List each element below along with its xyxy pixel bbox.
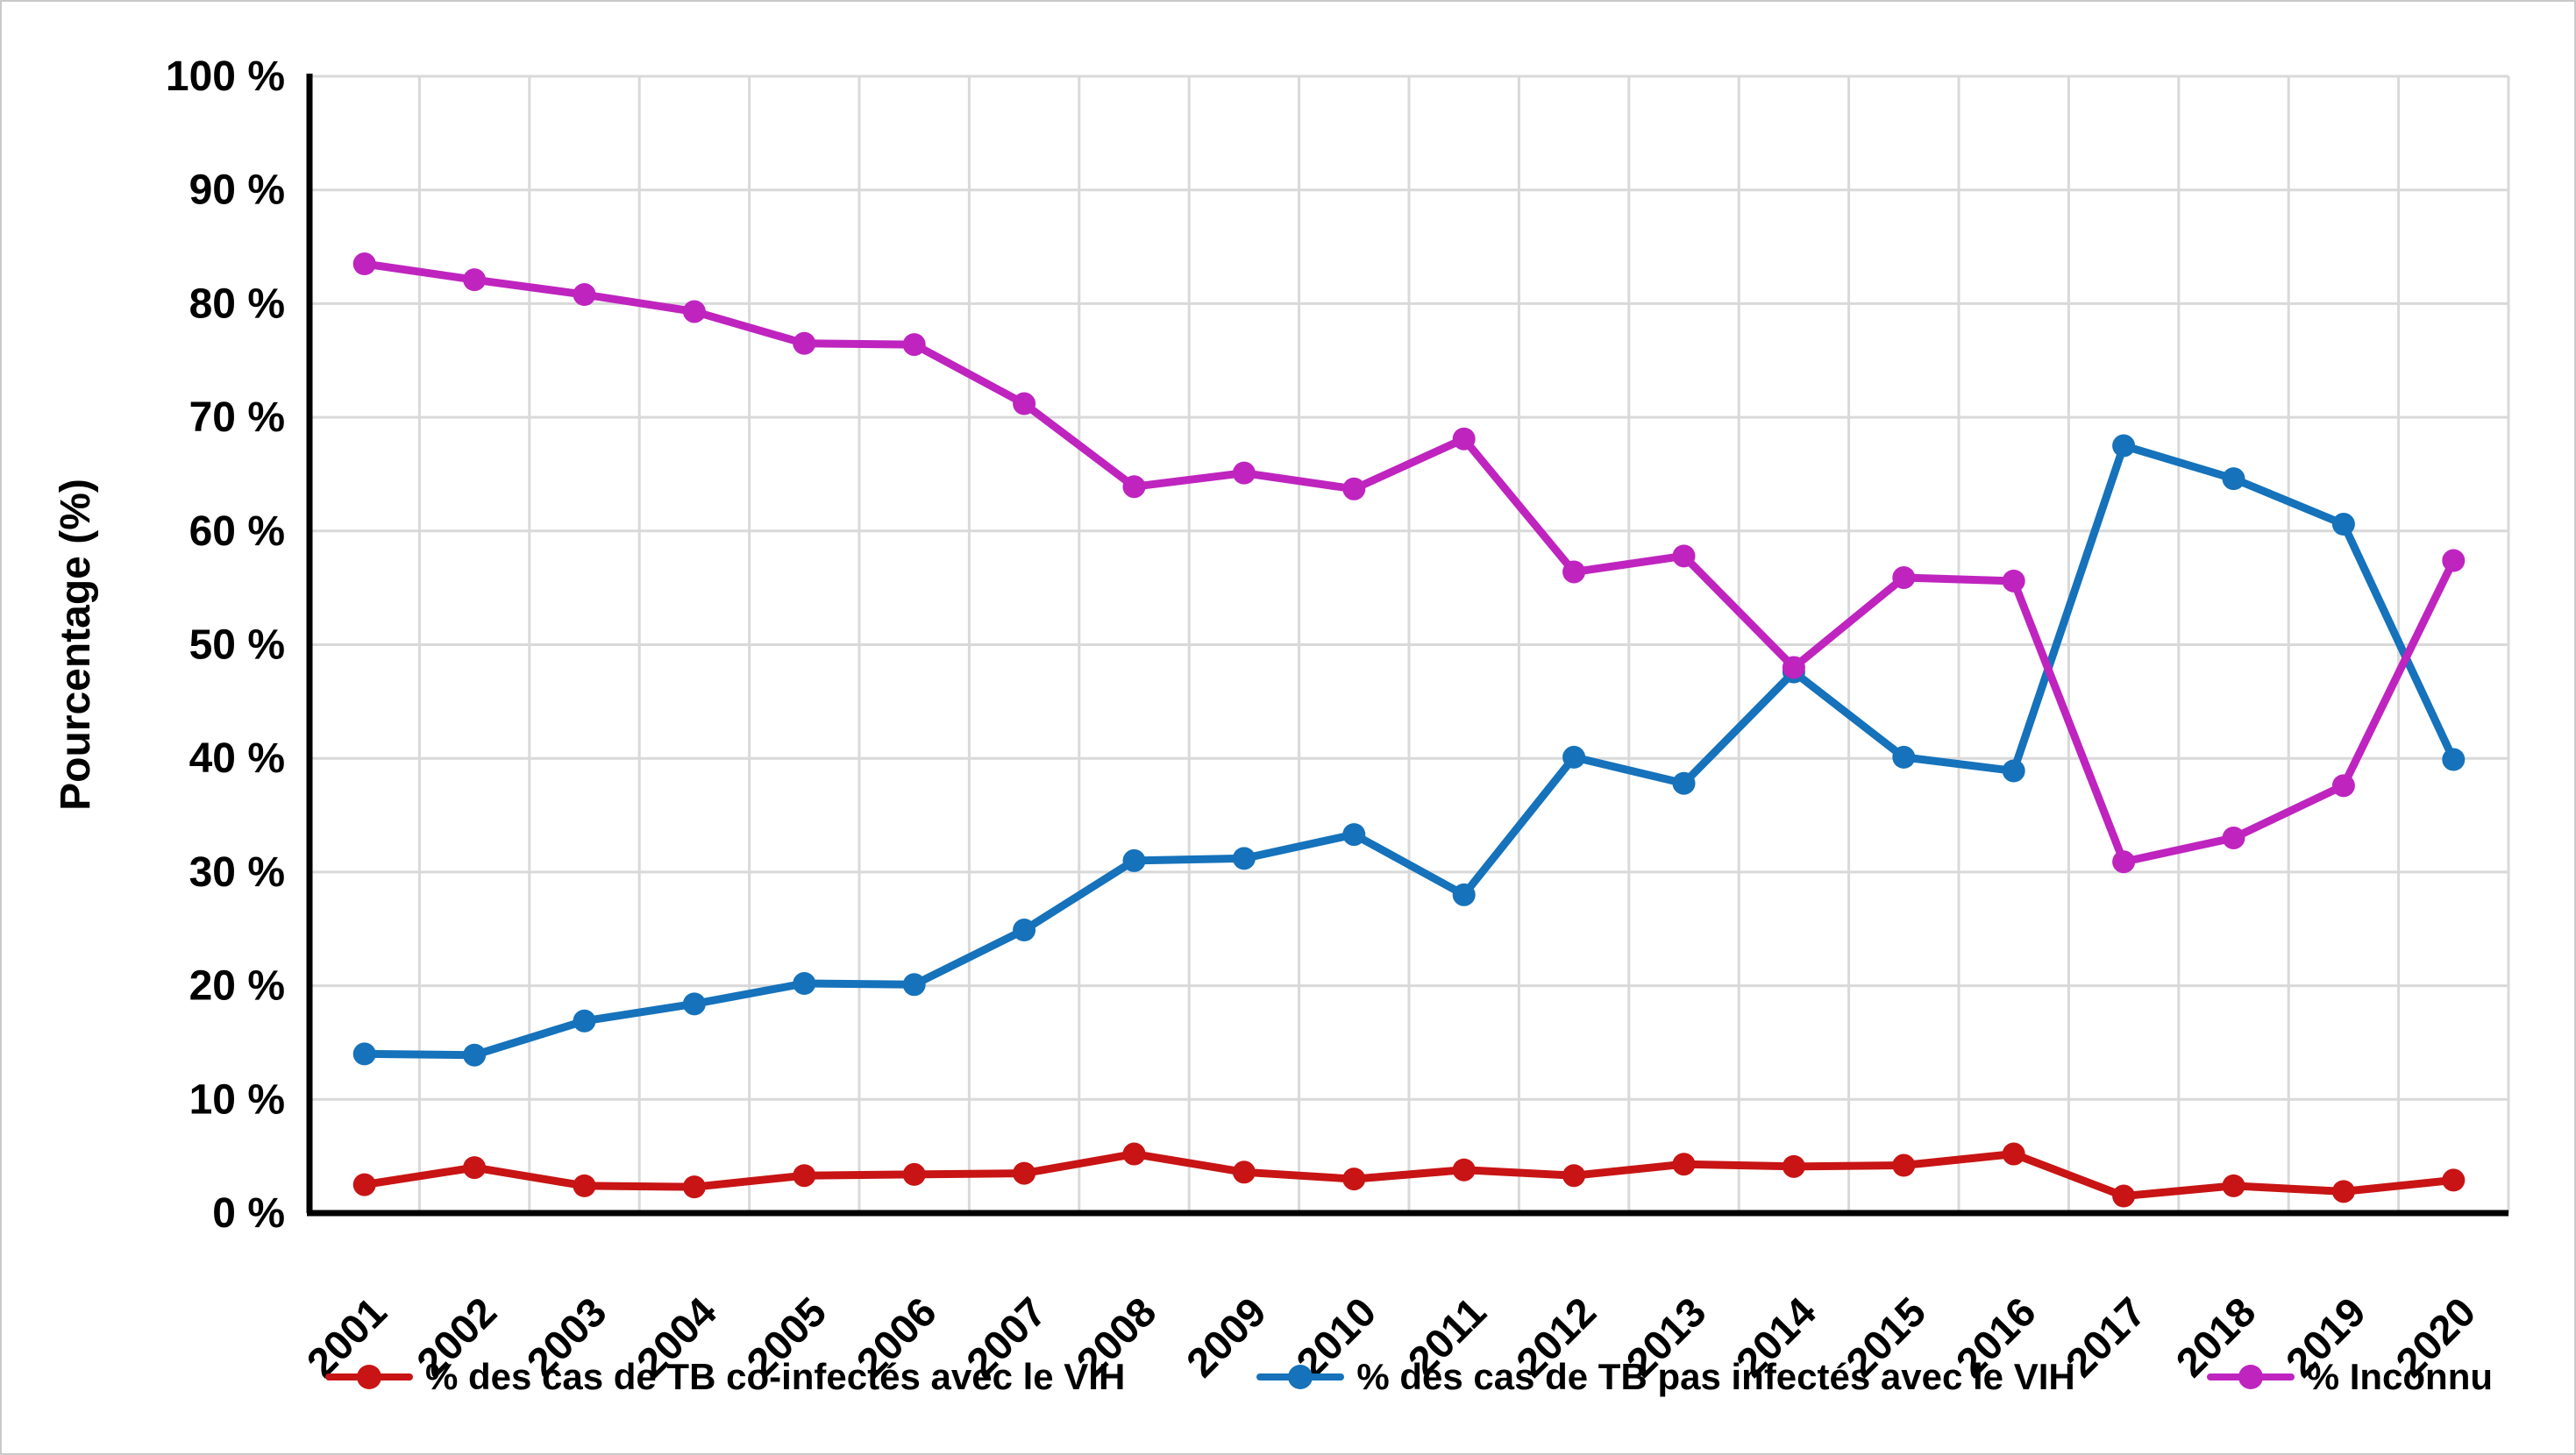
data-point-tb-co-infectes-vih-2014: [1782, 1154, 1805, 1178]
y-tick-label: 10 %: [189, 1076, 285, 1123]
data-point-inconnu-2014: [1782, 656, 1805, 679]
legend-label: % Inconnu: [2306, 1356, 2494, 1397]
data-point-inconnu-2018: [2222, 826, 2245, 849]
data-point-tb-pas-infectes-vih-2008: [1122, 848, 1146, 872]
data-point-inconnu-2001: [352, 252, 376, 276]
data-point-inconnu-2006: [902, 333, 926, 357]
data-point-tb-pas-infectes-vih-2003: [573, 1009, 596, 1033]
data-point-tb-co-infectes-vih-2004: [682, 1175, 706, 1199]
series-line-tb-co-infectes-vih: [360, 1150, 2458, 1201]
data-point-tb-pas-infectes-vih-2020: [2442, 748, 2466, 771]
data-point-inconnu-2013: [1672, 544, 1696, 568]
legend: % des cas de TB co-infectés avec le VIH%…: [310, 1359, 2508, 1395]
y-tick-label: 0 %: [212, 1190, 285, 1237]
data-point-inconnu-2015: [1892, 565, 1916, 589]
data-point-tb-co-infectes-vih-2016: [2002, 1142, 2025, 1166]
data-point-tb-pas-infectes-vih-2013: [1672, 771, 1696, 795]
data-point-tb-co-infectes-vih-2002: [463, 1156, 487, 1180]
data-point-inconnu-2009: [1232, 461, 1256, 485]
legend-marker-icon: [324, 1364, 413, 1390]
data-point-tb-co-infectes-vih-2015: [1892, 1153, 1916, 1177]
legend-label: % des cas de TB pas infectés avec le VIH: [1356, 1356, 2075, 1397]
data-point-inconnu-2008: [1122, 475, 1146, 499]
data-point-tb-co-infectes-vih-2006: [902, 1162, 926, 1186]
data-point-inconnu-2019: [2331, 774, 2355, 798]
data-point-tb-co-infectes-vih-2001: [352, 1173, 376, 1196]
data-point-inconnu-2005: [793, 331, 816, 355]
data-point-tb-co-infectes-vih-2005: [793, 1164, 816, 1188]
data-point-tb-co-infectes-vih-2008: [1122, 1142, 1146, 1166]
data-point-tb-pas-infectes-vih-2009: [1232, 847, 1256, 870]
legend-marker-icon: [1256, 1364, 1345, 1390]
y-tick-label: 100 %: [166, 53, 285, 100]
y-tick-label: 80 %: [189, 280, 285, 327]
data-point-inconnu-2011: [1452, 427, 1476, 451]
data-point-inconnu-2007: [1013, 392, 1036, 415]
data-point-tb-pas-infectes-vih-2018: [2222, 467, 2245, 491]
series-line-tb-pas-infectes-vih: [360, 442, 2458, 1060]
data-point-tb-pas-infectes-vih-2010: [1342, 823, 1366, 847]
data-point-inconnu-2004: [682, 300, 706, 323]
data-point-inconnu-2002: [463, 268, 487, 292]
data-point-tb-co-infectes-vih-2010: [1342, 1168, 1366, 1191]
data-point-tb-co-infectes-vih-2017: [2112, 1184, 2136, 1208]
data-point-tb-co-infectes-vih-2018: [2222, 1174, 2245, 1197]
legend-marker-dot: [2238, 1365, 2263, 1389]
data-point-tb-pas-infectes-vih-2001: [352, 1042, 376, 1066]
data-point-inconnu-2010: [1342, 477, 1366, 500]
y-tick-label: 60 %: [189, 508, 285, 555]
data-point-inconnu-2003: [573, 283, 596, 307]
y-tick-label: 30 %: [189, 849, 285, 896]
data-point-tb-pas-infectes-vih-2011: [1452, 883, 1476, 906]
data-point-inconnu-2016: [2002, 569, 2025, 593]
legend-item-inconnu: % Inconnu: [2206, 1356, 2494, 1397]
data-point-tb-co-infectes-vih-2003: [573, 1174, 596, 1197]
data-point-tb-pas-infectes-vih-2015: [1892, 745, 1916, 769]
y-tick-label: 70 %: [189, 394, 285, 441]
data-point-tb-pas-infectes-vih-2007: [1013, 919, 1036, 942]
data-point-tb-pas-infectes-vih-2012: [1562, 745, 1586, 769]
legend-marker-dot: [356, 1365, 381, 1389]
data-point-tb-pas-infectes-vih-2016: [2002, 759, 2025, 783]
y-tick-label: 50 %: [189, 622, 285, 669]
y-tick-label: 20 %: [189, 963, 285, 1010]
legend-label: % des cas de TB co-infectés avec le VIH: [424, 1356, 1126, 1397]
data-point-tb-co-infectes-vih-2007: [1013, 1161, 1036, 1185]
legend-marker-icon: [2206, 1364, 2295, 1390]
y-tick-label: 90 %: [189, 167, 285, 214]
data-point-tb-pas-infectes-vih-2017: [2112, 434, 2136, 458]
data-point-inconnu-2020: [2442, 549, 2466, 572]
data-point-inconnu-2017: [2112, 850, 2136, 874]
data-point-tb-co-infectes-vih-2012: [1562, 1164, 1586, 1188]
data-point-tb-co-infectes-vih-2011: [1452, 1158, 1476, 1182]
data-point-tb-pas-infectes-vih-2004: [682, 992, 706, 1016]
y-axis-title: Pourcentage (%): [53, 479, 99, 811]
series-line-inconnu: [360, 259, 2458, 866]
data-point-inconnu-2012: [1562, 560, 1586, 584]
y-tick-label: 40 %: [189, 735, 285, 782]
legend-marker-dot: [1288, 1365, 1313, 1389]
data-point-tb-pas-infectes-vih-2006: [902, 973, 926, 997]
data-point-tb-co-infectes-vih-2009: [1232, 1160, 1256, 1184]
data-point-tb-pas-infectes-vih-2005: [793, 972, 816, 996]
data-point-tb-co-infectes-vih-2019: [2331, 1180, 2355, 1203]
data-point-tb-co-infectes-vih-2013: [1672, 1153, 1696, 1176]
legend-item-tb-co-infectes-vih: % des cas de TB co-infectés avec le VIH: [324, 1356, 1126, 1397]
data-point-tb-pas-infectes-vih-2002: [463, 1043, 487, 1067]
data-point-tb-pas-infectes-vih-2019: [2331, 513, 2355, 536]
data-point-tb-co-infectes-vih-2020: [2442, 1168, 2466, 1192]
legend-item-tb-pas-infectes-vih: % des cas de TB pas infectés avec le VIH: [1256, 1356, 2075, 1397]
